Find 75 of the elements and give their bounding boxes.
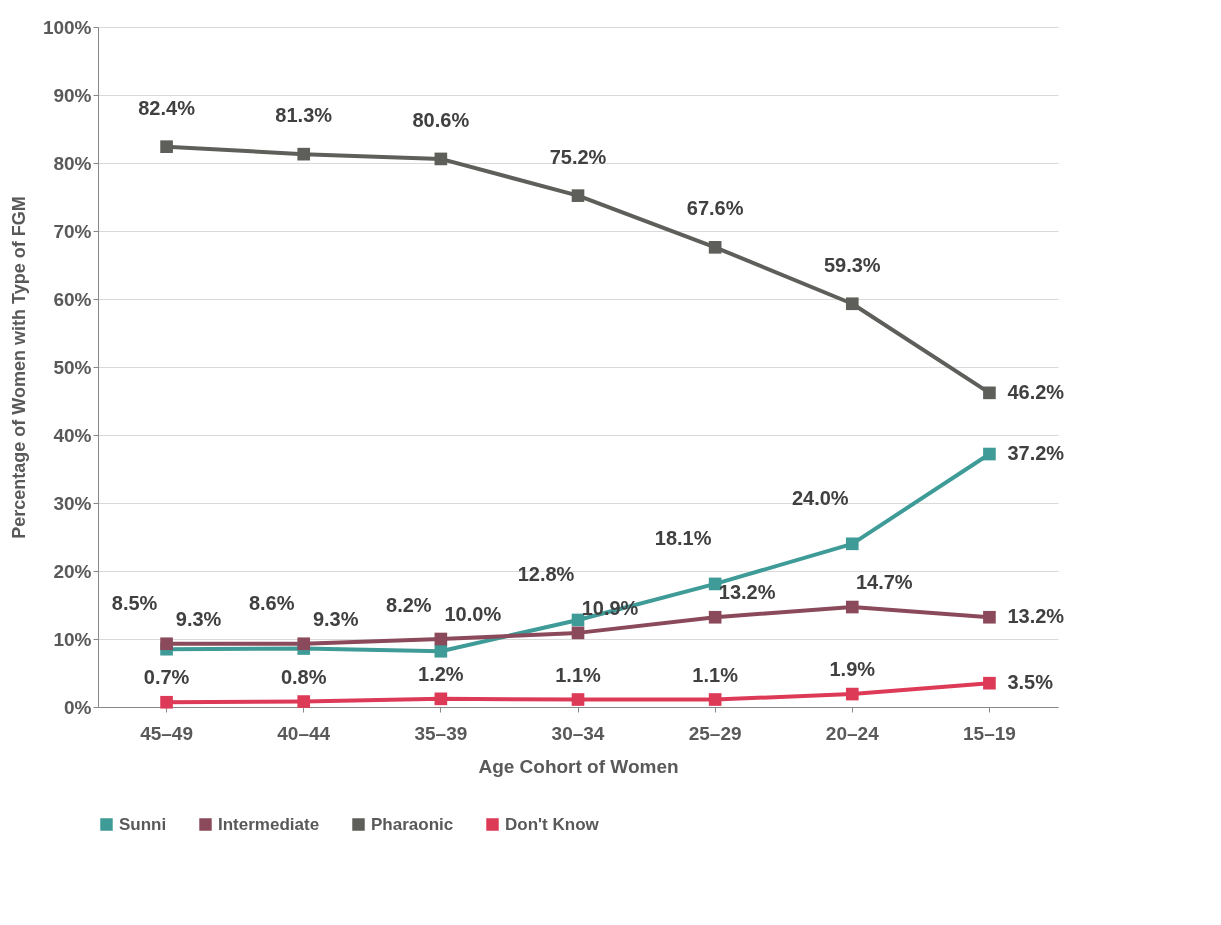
x-tick-label: 45–49 (140, 722, 193, 744)
data-label: 82.4% (138, 96, 196, 119)
x-tick-label: 35–39 (414, 722, 468, 744)
point (571, 693, 585, 706)
legend-label: Intermediate (218, 814, 320, 834)
point (434, 152, 448, 166)
data-label: 14.7% (855, 571, 913, 594)
data-label: 59.3% (823, 253, 881, 276)
y-tick-label: 80% (53, 152, 92, 174)
point (160, 140, 173, 153)
point (297, 695, 311, 708)
x-tick-label: 30–34 (551, 722, 605, 744)
y-tick-label: 60% (53, 288, 92, 310)
data-label: 81.3% (275, 104, 333, 127)
point (160, 637, 173, 651)
y-axis-title: Percentage of Women with Type of FGM (8, 196, 29, 539)
point (983, 386, 996, 400)
data-label: 1.9% (829, 658, 876, 681)
y-tick-label: 10% (53, 628, 92, 650)
legend-label: Pharaonic (371, 814, 454, 834)
point (297, 637, 311, 651)
x-axis-title: Age Cohort of Women (478, 755, 679, 777)
point (434, 632, 448, 646)
data-label: 9.3% (175, 607, 222, 630)
data-label: 0.7% (143, 666, 190, 689)
point (845, 687, 859, 701)
point (571, 626, 585, 640)
data-label: 46.2% (1007, 380, 1065, 403)
point (434, 692, 448, 706)
data-label: 8.6% (248, 591, 295, 614)
point (845, 600, 859, 614)
data-label: 10.0% (444, 603, 502, 625)
legend-label: Sunni (119, 814, 167, 834)
point (708, 693, 722, 706)
data-label: 75.2% (549, 145, 607, 168)
y-tick-label: 0% (64, 696, 92, 718)
data-label: 8.2% (386, 594, 432, 617)
point (983, 610, 996, 624)
x-tick-label: 15–19 (963, 722, 1016, 744)
data-label: 13.2% (718, 581, 776, 604)
legend-label: Don't Know (505, 814, 600, 834)
point (434, 644, 448, 658)
x-tick-label: 40–44 (277, 722, 331, 744)
y-tick-label: 20% (53, 560, 92, 582)
data-label: 80.6% (412, 108, 470, 131)
data-label: 0.8% (280, 665, 327, 688)
point (297, 147, 311, 161)
data-label: 1.2% (418, 662, 464, 685)
data-label: 37.2% (1007, 442, 1065, 465)
data-label: 12.8% (517, 562, 575, 585)
point (160, 695, 173, 709)
data-label: 8.5% (111, 592, 158, 615)
point (845, 297, 859, 311)
data-label: 1.1% (692, 663, 739, 686)
x-tick-label: 25–29 (688, 722, 742, 744)
point (983, 676, 996, 690)
point (845, 537, 859, 551)
y-tick-label: 70% (53, 220, 92, 242)
data-label: 9.3% (312, 607, 359, 630)
point (571, 189, 585, 202)
y-tick-label: 30% (53, 492, 92, 514)
data-label: 1.1% (555, 663, 602, 686)
x-tick-label: 20–24 (825, 722, 880, 744)
point (708, 241, 722, 254)
data-label: 18.1% (654, 526, 712, 549)
data-label: 13.2% (1007, 605, 1065, 628)
point (708, 610, 722, 624)
y-tick-label: 90% (53, 84, 92, 106)
y-tick-label: 50% (53, 356, 92, 378)
data-label: 67.6% (686, 197, 744, 220)
point (983, 447, 996, 461)
y-tick-label: 40% (53, 424, 92, 446)
data-label: 24.0% (791, 486, 849, 509)
data-label: 3.5% (1007, 671, 1054, 694)
y-tick-label: 100% (42, 16, 92, 38)
